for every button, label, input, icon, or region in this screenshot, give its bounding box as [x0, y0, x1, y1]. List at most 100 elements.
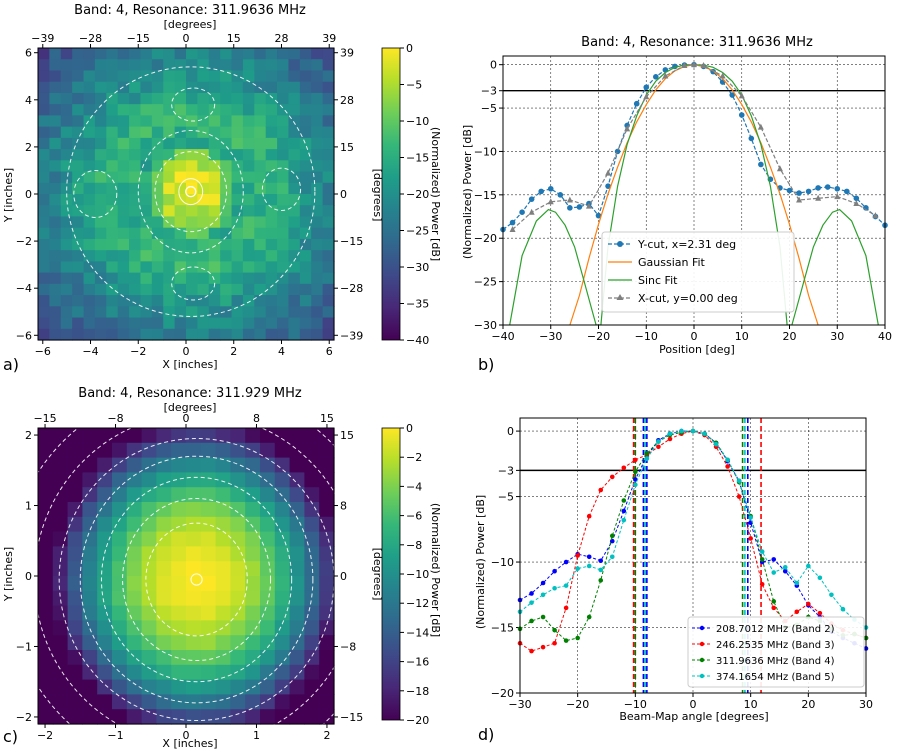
- heatmap-cell: [117, 126, 130, 139]
- heatmap-cell: [72, 194, 85, 206]
- heatmap-cell: [274, 502, 291, 518]
- heatmap-cell: [141, 472, 157, 488]
- heatmap-cell: [231, 149, 244, 161]
- heatmap-cell: [245, 605, 261, 621]
- heatmap-cell: [151, 261, 164, 274]
- heatmap-cell: [288, 261, 301, 274]
- x-tick-label: 40: [878, 330, 892, 343]
- heatmap-cell: [242, 306, 255, 319]
- xcut-point: [681, 62, 688, 69]
- heatmap-cell: [141, 561, 157, 577]
- colorbar-tick-label: −10: [406, 568, 429, 581]
- heatmap-cell: [208, 182, 221, 195]
- heatmap-cell: [38, 306, 50, 319]
- heatmap-cell: [52, 516, 69, 533]
- heatmap-cell: [311, 81, 324, 94]
- heatmap-cell: [230, 709, 246, 725]
- heatmap-cell: [186, 487, 202, 503]
- heatmap-cell: [151, 160, 164, 173]
- heatmap-cell: [106, 328, 119, 341]
- heatmap-cell: [97, 516, 113, 533]
- heatmap-cell: [231, 216, 244, 229]
- heatmap-cell: [83, 59, 96, 72]
- colorbar-tick-label: −30: [406, 261, 429, 274]
- x-tick-label: −40: [491, 330, 514, 343]
- y-tick-label: 0: [25, 188, 32, 201]
- heatmap-cell: [277, 137, 290, 150]
- x-tick-label: −20: [566, 698, 589, 711]
- heatmap-cell: [231, 182, 244, 195]
- heatmap-cell: [129, 194, 142, 206]
- heatmap-cell: [117, 250, 130, 262]
- heatmap-cell: [174, 317, 187, 330]
- heatmap-cell: [289, 664, 305, 681]
- heatmap-cell: [60, 115, 73, 128]
- heatmap-cell: [254, 261, 267, 274]
- heatmap-cell: [200, 650, 217, 666]
- xcut-point: [605, 169, 612, 176]
- heatmap-cell: [67, 457, 83, 473]
- heatmap-cell: [220, 238, 233, 251]
- heatmap-cell: [242, 149, 255, 161]
- heatmap-cell: [299, 48, 312, 60]
- heatmap-cell: [231, 115, 244, 128]
- heatmap-cell: [289, 576, 305, 592]
- top-tick-label: −15: [127, 32, 150, 45]
- contour-line: [154, 151, 228, 233]
- data-point: [679, 428, 684, 434]
- contour-line: [33, 413, 360, 746]
- contour-line: [137, 129, 244, 254]
- heatmap-cell: [151, 149, 164, 161]
- y-tick-label: −3: [481, 85, 497, 98]
- heatmap-cell: [49, 115, 62, 128]
- data-point: [609, 533, 615, 539]
- heatmap-cell: [231, 92, 244, 105]
- ycut-point: [605, 183, 611, 189]
- heatmap-cell: [94, 104, 107, 116]
- data-point: [771, 599, 777, 604]
- colorbar-tick-label: −18: [406, 685, 429, 698]
- heatmap-cell: [311, 115, 324, 128]
- heatmap-cell: [140, 250, 153, 262]
- heatmap-cell: [82, 620, 98, 636]
- heatmap-cell: [82, 679, 98, 695]
- heatmap-cell: [231, 137, 244, 150]
- data-point: [656, 439, 661, 444]
- contour-line: [73, 170, 118, 218]
- ycut-point: [729, 92, 735, 98]
- heatmap-cell: [106, 205, 119, 218]
- heatmap-cell: [254, 70, 267, 83]
- xcut-point: [662, 72, 669, 79]
- y-tick-label: −4: [16, 282, 32, 295]
- heatmap-cell: [60, 250, 73, 262]
- heatmap-cell: [67, 487, 83, 503]
- heatmap-cell: [311, 70, 324, 83]
- heatmap-cell: [208, 283, 221, 296]
- heatmap-cell: [38, 92, 50, 105]
- heatmap-cell: [151, 194, 164, 206]
- heatmap-cell: [49, 104, 62, 116]
- heatmap-cell: [208, 59, 221, 72]
- ycut-point: [796, 190, 802, 196]
- heatmap-cell: [186, 561, 202, 577]
- heatmap-cell: [38, 160, 50, 173]
- heatmap-cell: [72, 160, 85, 173]
- data-point: [598, 558, 604, 564]
- heatmap-cell: [126, 590, 143, 607]
- heatmap-cell: [151, 306, 164, 319]
- heatmap-cell: [151, 205, 164, 218]
- heatmap-cell: [163, 272, 176, 285]
- heatmap-cell: [304, 694, 320, 710]
- panel-a-top-label: [degrees]: [164, 18, 217, 31]
- data-point: [794, 580, 800, 586]
- panel-c-title: Band: 4, Resonance: 311.929 MHz: [78, 386, 302, 401]
- heatmap-cell: [186, 442, 202, 459]
- panel-b-plot: −40 −30 −20 −10 0 10 20 30 400−3−5−10−15−20−25−3…: [474, 55, 892, 343]
- heatmap-cell: [67, 694, 83, 710]
- heatmap-cell: [186, 295, 198, 307]
- heatmap-cell: [156, 531, 172, 547]
- heatmap-cell: [277, 227, 290, 240]
- heatmap-cell: [274, 650, 291, 666]
- heatmap-cell: [260, 679, 276, 695]
- contour-line: [171, 266, 216, 301]
